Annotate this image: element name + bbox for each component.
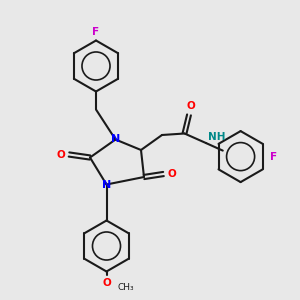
Text: N: N <box>102 179 111 190</box>
Text: F: F <box>270 152 277 162</box>
Text: N: N <box>111 134 120 145</box>
Text: NH: NH <box>208 132 225 142</box>
Text: O: O <box>167 169 176 179</box>
Text: CH₃: CH₃ <box>117 283 134 292</box>
Text: O: O <box>57 149 65 160</box>
Text: F: F <box>92 27 100 37</box>
Text: O: O <box>186 101 195 111</box>
Text: O: O <box>102 278 111 288</box>
